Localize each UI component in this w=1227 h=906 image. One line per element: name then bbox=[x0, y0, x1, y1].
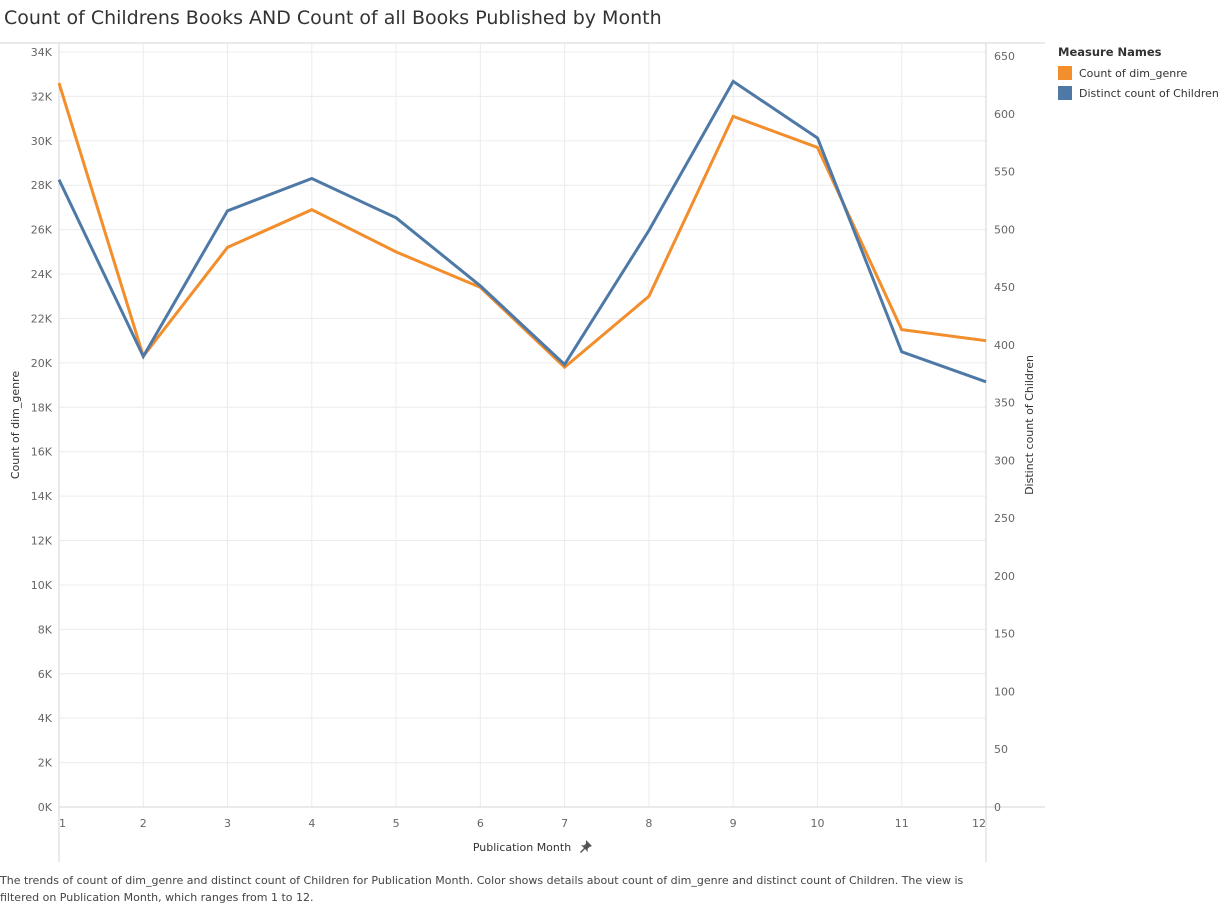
x-tick-label: 8 bbox=[645, 817, 652, 830]
line-chart: 0K 2K 4K 6K 8K 10K 12K 14K 16K 18K 20K 22K 24K 26K 28K… bbox=[0, 42, 1045, 862]
x-tick-label: 7 bbox=[561, 817, 568, 830]
x-tick-label: 9 bbox=[730, 817, 737, 830]
y2-tick-label: 50 bbox=[994, 743, 1008, 756]
y-tick-label: 4K bbox=[38, 712, 53, 725]
y2-tick-label: 550 bbox=[994, 166, 1015, 179]
pin-icon[interactable] bbox=[580, 840, 592, 853]
y2-tick-label: 300 bbox=[994, 454, 1015, 467]
y-tick-label: 20K bbox=[31, 357, 53, 370]
y-tick-label: 28K bbox=[31, 179, 53, 192]
x-tick-label: 11 bbox=[895, 817, 909, 830]
tick-labels: 0K 2K 4K 6K 8K 10K 12K 14K 16K 18K 20K 22K 24K 26K 28K… bbox=[31, 46, 1015, 830]
y2-tick-label: 150 bbox=[994, 628, 1015, 641]
y2-tick-label: 500 bbox=[994, 223, 1015, 236]
legend-item-distinct-count-children[interactable]: Distinct count of Children bbox=[1058, 83, 1219, 103]
legend-title: Measure Names bbox=[1058, 45, 1162, 59]
y2-tick-label: 350 bbox=[994, 397, 1015, 410]
y-tick-label: 18K bbox=[31, 401, 53, 414]
y-tick-label: 22K bbox=[31, 312, 53, 325]
y2-axis-title: Distinct count of Children bbox=[1023, 355, 1036, 495]
y-axis-title: Count of dim_genre bbox=[9, 371, 22, 480]
y2-tick-label: 600 bbox=[994, 108, 1015, 121]
y-tick-label: 30K bbox=[31, 135, 53, 148]
series-lines bbox=[57, 79, 987, 384]
x-tick-label: 6 bbox=[477, 817, 484, 830]
y2-tick-label: 650 bbox=[994, 50, 1015, 63]
y-tick-label: 26K bbox=[31, 224, 53, 237]
y2-tick-label: 400 bbox=[994, 339, 1015, 352]
y-tick-label: 14K bbox=[31, 490, 53, 503]
y-tick-label: 16K bbox=[31, 446, 53, 459]
y-tick-label: 34K bbox=[31, 46, 53, 59]
legend-swatch-orange bbox=[1058, 66, 1072, 80]
y-tick-label: 12K bbox=[31, 535, 53, 548]
x-tick-label: 12 bbox=[972, 817, 986, 830]
y2-tick-label: 450 bbox=[994, 281, 1015, 294]
y-tick-label: 10K bbox=[31, 579, 53, 592]
legend-swatch-blue bbox=[1058, 86, 1072, 100]
x-tick-label: 4 bbox=[308, 817, 315, 830]
legend-label: Count of dim_genre bbox=[1079, 66, 1188, 80]
y-tick-label: 0K bbox=[38, 801, 53, 814]
gridlines bbox=[59, 44, 986, 807]
x-tick-label: 10 bbox=[810, 817, 824, 830]
y-tick-label: 2K bbox=[38, 757, 53, 770]
y-tick-label: 8K bbox=[38, 623, 53, 636]
y2-tick-label: 200 bbox=[994, 570, 1015, 583]
x-tick-label: 2 bbox=[140, 817, 147, 830]
axes bbox=[0, 42, 1045, 862]
y-tick-label: 24K bbox=[31, 268, 53, 281]
chart-caption: The trends of count of dim_genre and dis… bbox=[0, 874, 964, 904]
y-tick-label: 32K bbox=[31, 90, 53, 103]
x-tick-label: 5 bbox=[393, 817, 400, 830]
x-axis-title: Publication Month bbox=[473, 841, 571, 854]
y2-tick-label: 0 bbox=[994, 801, 1001, 814]
x-tick-label: 3 bbox=[224, 817, 231, 830]
chart-title: Count of Childrens Books AND Count of al… bbox=[4, 7, 662, 29]
y-tick-label: 6K bbox=[38, 668, 53, 681]
x-tick-label: 1 bbox=[59, 817, 66, 830]
series-line-distinct-count-children bbox=[57, 79, 987, 384]
legend-item-count-dim-genre[interactable]: Count of dim_genre bbox=[1058, 63, 1219, 83]
legend-label: Distinct count of Children bbox=[1079, 86, 1219, 100]
legend: Measure Names Count of dim_genre Distinc… bbox=[1058, 45, 1219, 103]
y2-tick-label: 250 bbox=[994, 512, 1015, 525]
y2-tick-label: 100 bbox=[994, 685, 1015, 698]
series-line-count-dim-genre bbox=[57, 82, 987, 370]
